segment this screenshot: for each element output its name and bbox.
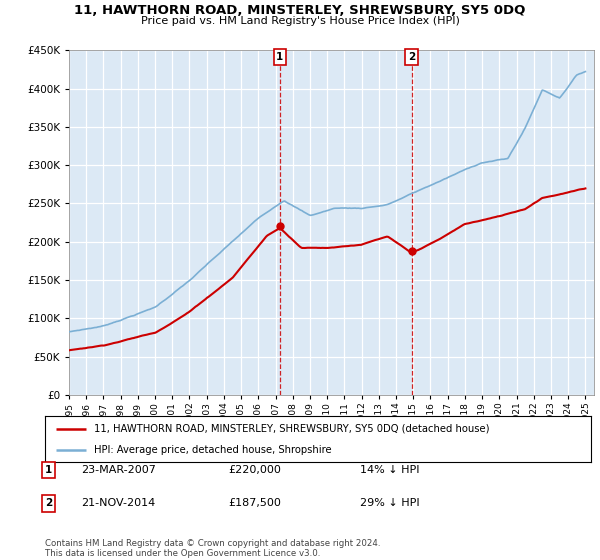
Text: 11, HAWTHORN ROAD, MINSTERLEY, SHREWSBURY, SY5 0DQ: 11, HAWTHORN ROAD, MINSTERLEY, SHREWSBUR… <box>74 4 526 17</box>
Text: £187,500: £187,500 <box>228 498 281 508</box>
Text: Contains HM Land Registry data © Crown copyright and database right 2024.
This d: Contains HM Land Registry data © Crown c… <box>45 539 380 558</box>
Text: 1: 1 <box>45 465 52 475</box>
Text: 1: 1 <box>276 52 283 62</box>
Text: 23-MAR-2007: 23-MAR-2007 <box>81 465 156 475</box>
Text: £220,000: £220,000 <box>228 465 281 475</box>
Text: Price paid vs. HM Land Registry's House Price Index (HPI): Price paid vs. HM Land Registry's House … <box>140 16 460 26</box>
Text: 21-NOV-2014: 21-NOV-2014 <box>81 498 155 508</box>
Text: 2: 2 <box>408 52 415 62</box>
Text: 2: 2 <box>45 498 52 508</box>
Text: 29% ↓ HPI: 29% ↓ HPI <box>360 498 419 508</box>
Text: 14% ↓ HPI: 14% ↓ HPI <box>360 465 419 475</box>
Text: HPI: Average price, detached house, Shropshire: HPI: Average price, detached house, Shro… <box>94 445 332 455</box>
Text: 11, HAWTHORN ROAD, MINSTERLEY, SHREWSBURY, SY5 0DQ (detached house): 11, HAWTHORN ROAD, MINSTERLEY, SHREWSBUR… <box>94 423 490 433</box>
